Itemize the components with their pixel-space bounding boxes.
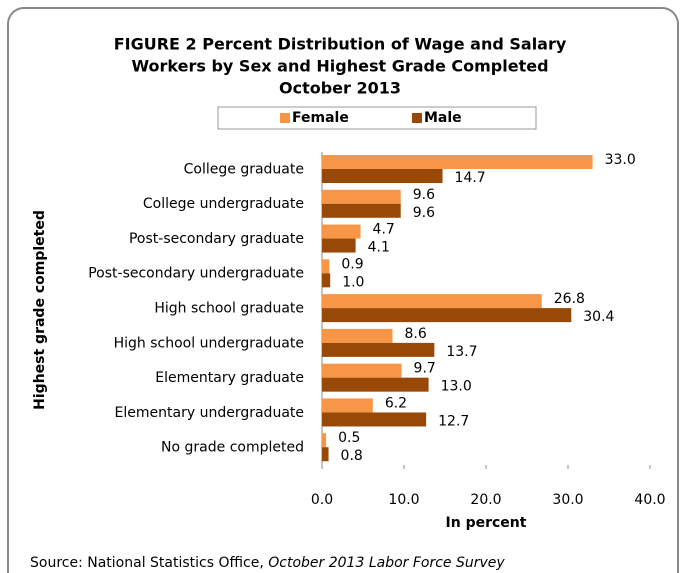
bar [322, 433, 327, 448]
data-label: 4.7 [373, 222, 395, 238]
x-tick-label: 30.0 [552, 492, 583, 508]
bar [322, 203, 401, 218]
y-tick-label: High school undergraduate [114, 335, 304, 351]
chart-title: Workers by Sex and Highest Grade Complet… [131, 57, 548, 76]
x-tick-label: 20.0 [470, 492, 501, 508]
data-label: 4.1 [368, 240, 390, 256]
y-tick-label: High school graduate [154, 301, 304, 317]
bar [322, 398, 373, 413]
legend-swatch [412, 113, 422, 123]
bar [322, 294, 542, 309]
y-tick-label: Post-secondary graduate [129, 231, 304, 247]
y-tick-label: Elementary graduate [155, 370, 304, 386]
bar [322, 189, 401, 204]
data-label: 12.7 [438, 413, 469, 429]
bar [322, 328, 393, 343]
y-tick-label: Elementary undergraduate [115, 405, 304, 421]
legend-label: Male [424, 110, 462, 126]
frame [7, 7, 679, 573]
x-axis-label: In percent [446, 515, 527, 531]
data-label: 9.7 [414, 361, 436, 377]
source: Source: National Statistics Office, Octo… [30, 555, 505, 571]
legend-box [217, 106, 537, 130]
x-tick-label: 10.0 [388, 492, 419, 508]
data-label: 8.6 [405, 326, 427, 342]
bar [322, 238, 356, 253]
data-label: 1.0 [342, 274, 364, 290]
data-label: 9.6 [413, 187, 435, 203]
y-tick-label: College graduate [184, 161, 304, 177]
legend-swatch [280, 113, 290, 123]
data-label: 30.4 [583, 309, 614, 325]
bar [322, 259, 330, 274]
legend-label: Female [292, 110, 349, 126]
data-label: 9.6 [413, 205, 435, 221]
y-axis-label: Highest grade completed [32, 210, 48, 410]
data-label: 0.9 [341, 256, 363, 272]
data-label: 0.8 [341, 448, 363, 464]
x-tick-label: 0.0 [311, 492, 333, 508]
bar [322, 412, 427, 427]
bar [322, 377, 429, 392]
bar [322, 308, 572, 323]
x-tick-label: 40.0 [634, 492, 665, 508]
bar [322, 224, 361, 239]
data-label: 14.7 [455, 170, 486, 186]
bar [322, 155, 593, 169]
bar [322, 273, 331, 288]
data-label: 13.7 [446, 344, 477, 360]
chart-title: October 2013 [279, 79, 401, 98]
bar [322, 363, 402, 378]
y-tick-label: Post-secondary undergraduate [88, 266, 304, 282]
data-label: 6.2 [385, 395, 407, 411]
y-tick-label: No grade completed [161, 440, 304, 456]
source-title: October 2013 Labor Force Survey [268, 555, 505, 571]
bar [322, 342, 435, 357]
data-label: 13.0 [441, 379, 472, 395]
data-label: 26.8 [554, 291, 585, 307]
data-label: 33.0 [605, 152, 636, 168]
chart-title: FIGURE 2 Percent Distribution of Wage an… [114, 35, 567, 54]
data-label: 0.5 [338, 430, 360, 446]
bar [322, 447, 329, 462]
y-tick-label: College undergraduate [143, 196, 304, 212]
source-text: Source: National Statistics Office, [30, 555, 268, 571]
bar [322, 169, 443, 183]
